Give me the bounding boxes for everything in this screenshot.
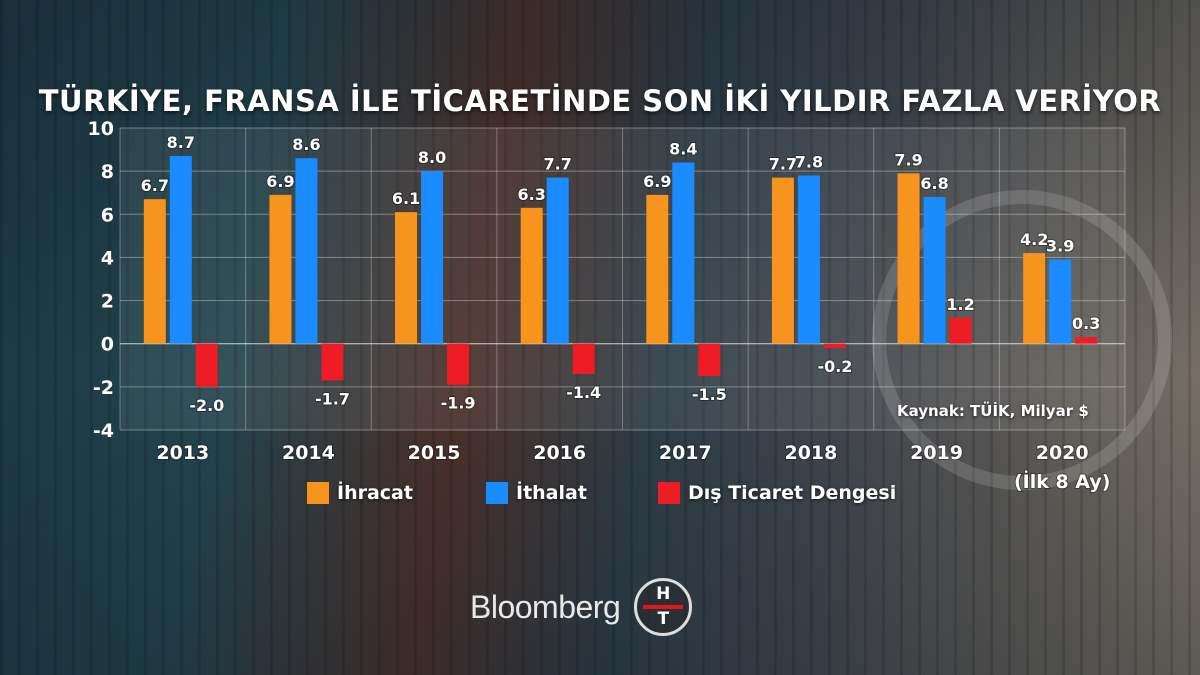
bar-balance <box>447 343 470 385</box>
y-tick-label: -4 <box>93 420 114 442</box>
legend-item-exports: İhracat <box>307 482 413 504</box>
ht-logo-icon: H T <box>634 578 693 636</box>
bar-imports <box>672 162 695 344</box>
data-label-exports: 7.9 <box>894 150 922 169</box>
data-label-imports: 3.9 <box>1046 237 1074 256</box>
bar-imports <box>797 175 820 344</box>
bar-exports <box>143 199 166 344</box>
bar-exports <box>1023 253 1046 344</box>
data-label-balance: -2.0 <box>189 396 224 415</box>
bar-imports <box>169 156 192 344</box>
bar-exports <box>646 194 669 344</box>
legend-swatch-imports <box>486 482 508 504</box>
data-label-exports: 6.9 <box>266 172 294 191</box>
legend-swatch-exports <box>307 482 329 504</box>
bar-balance <box>321 343 344 381</box>
data-label-imports: 8.4 <box>669 140 697 159</box>
data-label-balance: -1.7 <box>315 389 350 408</box>
data-label-exports: 4.2 <box>1020 230 1048 249</box>
bar-imports <box>546 177 569 344</box>
chart-title: TÜRKİYE, FRANSA İLE TİCARETİNDE SON İKİ … <box>38 84 1162 118</box>
legend-item-imports: İthalat <box>486 482 587 504</box>
y-tick-label: 8 <box>101 161 114 183</box>
data-label-imports: 7.8 <box>795 152 823 171</box>
bar-balance <box>195 343 218 387</box>
data-label-exports: 6.3 <box>518 185 546 204</box>
x-tick-sublabel: (İlk 8 Ay) <box>1014 469 1110 493</box>
data-label-imports: 6.8 <box>920 174 948 193</box>
ht-logo-top: H <box>656 584 671 604</box>
data-label-exports: 6.7 <box>141 176 169 195</box>
x-tick-label: 2019 <box>910 442 963 464</box>
bar-balance <box>949 317 972 344</box>
data-label-exports: 6.9 <box>643 172 671 191</box>
data-label-balance: 0.3 <box>1072 314 1100 333</box>
bar-imports <box>421 171 444 344</box>
data-label-balance: -1.4 <box>566 383 601 402</box>
source-note: Kaynak: TÜİK, Milyar $ <box>897 402 1089 420</box>
data-label-balance: -0.2 <box>817 357 852 376</box>
bar-balance <box>1075 337 1098 344</box>
bar-exports <box>520 207 543 344</box>
data-label-imports: 8.0 <box>418 148 446 167</box>
x-tick-label: 2013 <box>156 442 209 464</box>
y-tick-label: 6 <box>101 204 114 226</box>
y-tick-label: 0 <box>101 334 114 356</box>
bar-balance <box>572 343 595 374</box>
legend-label-balance: Dış Ticaret Dengesi <box>688 482 897 504</box>
x-tick-label: 2015 <box>408 442 461 464</box>
bar-exports <box>897 173 920 344</box>
legend-item-balance: Dış Ticaret Dengesi <box>658 482 896 504</box>
bloomberg-wordmark: Bloomberg <box>470 588 621 625</box>
bar-exports <box>771 177 794 344</box>
bar-exports <box>395 212 418 344</box>
brand-footer: Bloomberg H T <box>470 578 693 636</box>
ht-logo-bottom: T <box>657 609 670 629</box>
x-tick-label: 2016 <box>533 442 586 464</box>
data-label-exports: 6.1 <box>392 189 420 208</box>
data-label-imports: 8.7 <box>167 133 195 152</box>
x-tick-label: 2014 <box>282 442 335 464</box>
legend: İhracat İthalat Dış Ticaret Dengesi <box>0 482 1200 512</box>
bar-imports <box>1049 259 1072 344</box>
y-tick-label: 2 <box>101 291 114 313</box>
x-tick-label: 2018 <box>784 442 837 464</box>
bar-balance <box>823 343 846 349</box>
data-label-balance: -1.9 <box>441 394 476 413</box>
bar-imports <box>295 158 318 344</box>
data-label-imports: 7.7 <box>544 155 572 174</box>
y-tick-label: 10 <box>88 118 114 140</box>
x-tick-label: 2020 <box>1036 442 1089 464</box>
data-label-exports: 7.7 <box>769 155 797 174</box>
legend-swatch-balance <box>658 482 680 504</box>
bar-exports <box>269 194 292 344</box>
legend-label-imports: İthalat <box>516 482 587 504</box>
ht-logo-bar <box>643 605 684 609</box>
data-label-balance: 1.2 <box>946 295 974 314</box>
legend-label-exports: İhracat <box>337 482 413 504</box>
y-tick-label: 4 <box>101 247 114 269</box>
data-label-imports: 8.6 <box>292 135 320 154</box>
y-tick-label: -2 <box>93 377 114 399</box>
bar-imports <box>923 197 946 344</box>
x-tick-label: 2017 <box>659 442 712 464</box>
bar-balance <box>698 343 721 377</box>
data-label-balance: -1.5 <box>692 385 727 404</box>
